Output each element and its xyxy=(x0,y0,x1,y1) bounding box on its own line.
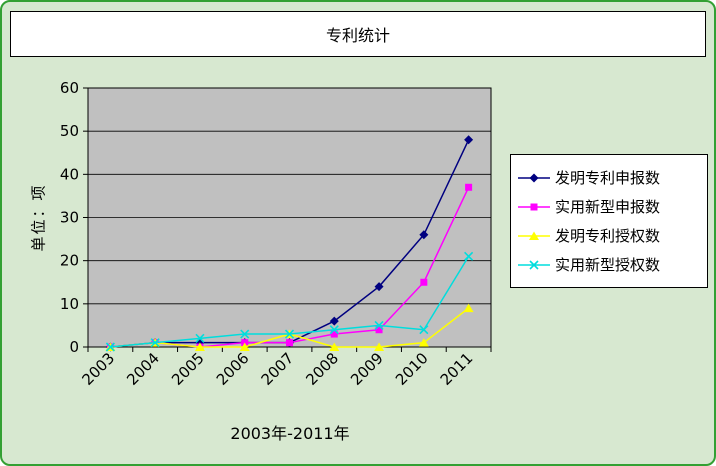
triangle-marker-icon xyxy=(194,342,205,351)
y-tick-label: 50 xyxy=(60,122,79,140)
diamond-marker-icon xyxy=(529,173,539,182)
triangle-marker-icon xyxy=(463,303,474,313)
x-tick-label: 2004 xyxy=(123,349,163,389)
square-marker-icon xyxy=(375,326,383,334)
x-tick-label: 2011 xyxy=(437,349,477,389)
x-marker-icon xyxy=(284,329,295,339)
legend-label: 实用新型申报数 xyxy=(555,198,661,216)
x-tick-label: 2010 xyxy=(392,349,432,389)
legend-label: 发明专利授权数 xyxy=(555,227,661,245)
legend: 发明专利申报数 实用新型申报数 发明专利授权数 实用新型授权数 xyxy=(510,154,708,288)
chart-title-box: 专利统计 xyxy=(10,11,706,57)
y-tick-label: 60 xyxy=(60,79,79,97)
chart-title: 专利统计 xyxy=(325,26,390,45)
diamond-marker-icon xyxy=(329,316,339,326)
y-tick-label: 0 xyxy=(69,338,79,356)
y-tick-label: 10 xyxy=(60,295,79,313)
x-axis-title: 2003年-2011年 xyxy=(230,424,350,443)
triangle-marker-icon xyxy=(374,342,385,351)
x-marker-icon xyxy=(374,320,384,330)
y-tick-label: 20 xyxy=(60,252,79,270)
diamond-marker-icon xyxy=(419,230,429,240)
x-marker-icon xyxy=(150,338,160,348)
triangle-marker-icon xyxy=(239,342,250,351)
diamond-marker-icon xyxy=(464,135,474,145)
x-tick-label: 2003 xyxy=(78,349,118,389)
x-marker-icon xyxy=(464,251,474,261)
x-tick-label: 2007 xyxy=(258,349,298,389)
square-marker-icon xyxy=(530,203,538,210)
legend-swatch xyxy=(518,231,550,240)
square-marker-icon xyxy=(286,339,293,347)
square-marker-icon xyxy=(465,183,473,191)
legend-swatch xyxy=(518,259,550,270)
x-marker-icon xyxy=(240,329,250,339)
legend-item-3: 实用新型授权数 xyxy=(517,250,701,279)
x-tick-label: 2005 xyxy=(168,349,208,389)
legend-label: 发明专利申报数 xyxy=(555,169,661,187)
legend-swatch xyxy=(518,203,550,210)
triangle-marker-icon xyxy=(329,342,340,351)
y-tick-label: 40 xyxy=(60,165,79,183)
square-marker-icon xyxy=(330,330,338,338)
x-marker-icon xyxy=(105,342,115,352)
x-marker-icon xyxy=(329,325,339,335)
x-marker-icon xyxy=(419,325,429,335)
legend-item-0: 发明专利申报数 xyxy=(517,163,701,192)
x-tick-label: 2008 xyxy=(302,349,342,389)
square-marker-icon xyxy=(420,278,428,286)
legend-swatch xyxy=(518,173,550,182)
x-marker-icon xyxy=(529,259,539,270)
y-tick-label: 30 xyxy=(60,209,79,227)
legend-item-1: 实用新型申报数 xyxy=(517,192,701,221)
legend-label: 实用新型授权数 xyxy=(555,256,661,274)
x-tick-label: 2009 xyxy=(347,349,387,389)
x-tick-label: 2006 xyxy=(213,349,253,389)
x-marker-icon xyxy=(195,333,205,343)
triangle-marker-icon xyxy=(418,338,429,347)
diamond-marker-icon xyxy=(374,282,384,292)
y-axis-title: 单位：项 xyxy=(29,183,48,252)
legend-item-2: 发明专利授权数 xyxy=(517,221,701,250)
triangle-marker-icon xyxy=(529,231,539,240)
